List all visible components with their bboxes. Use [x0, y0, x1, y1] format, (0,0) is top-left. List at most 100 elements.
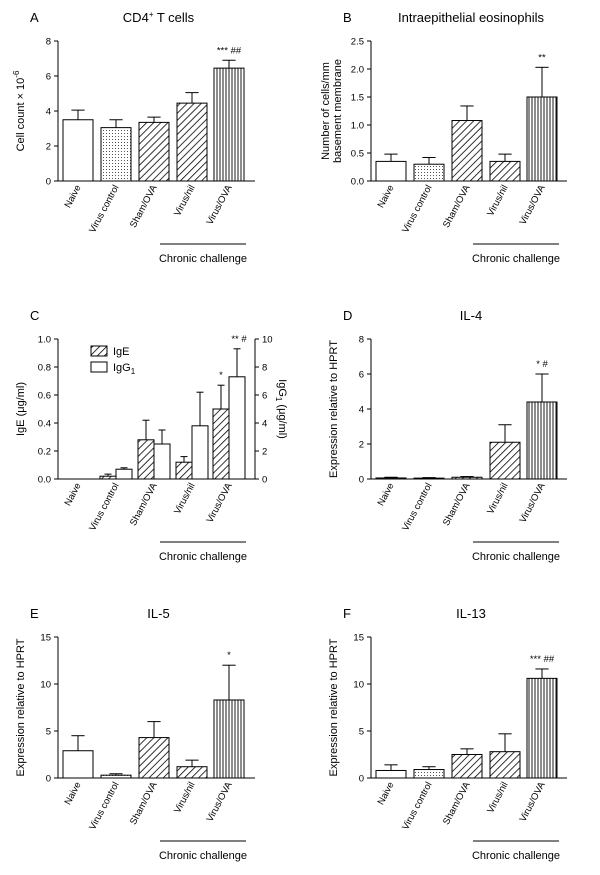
significance-marker: *** ##: [530, 654, 555, 665]
y-tick-label: 2: [359, 440, 364, 451]
y-axis-label-main: IgE (μg/ml): [15, 382, 27, 436]
bar-ige-virus-nil: [175, 461, 193, 480]
category-label: Sham/OVA: [128, 780, 160, 827]
y-tick-label: 8: [46, 37, 51, 48]
category-label: Sham/OVA: [441, 780, 473, 827]
category-label: Virus/OVA: [205, 481, 235, 525]
bar-sham-ova: [138, 737, 170, 779]
category-label: Virus/nil: [172, 183, 197, 218]
bar-igg-virus-control: [115, 468, 133, 480]
chart-title-main: CD4: [123, 10, 149, 25]
significance-marker: * #: [536, 359, 548, 370]
legend-label-sub: 1: [131, 367, 136, 376]
significance-marker: *: [219, 370, 223, 381]
bar-sham-ova: [451, 476, 483, 480]
chart-title: CD4+ T cells: [123, 10, 195, 25]
category-label: Naive: [63, 183, 84, 210]
bar-virus-control: [100, 127, 132, 182]
bar-virus-control: [413, 163, 445, 182]
bar-sham-ova: [138, 121, 170, 182]
category-label: Virus/OVA: [518, 780, 548, 824]
panel-letter: F: [343, 606, 351, 621]
y-tick-label: 0.2: [38, 447, 51, 458]
category-label: Naive: [63, 481, 84, 508]
category-label: Virus control: [400, 780, 434, 832]
bar-virus-ova: [213, 67, 245, 182]
y-right-tick-label: 0: [262, 475, 267, 486]
bar-virus-nil: [176, 102, 208, 182]
bar-naive: [375, 477, 407, 480]
chart-panel-a: A CD4+ T cells Cell count × 10-6 0 2 4 6 8 Naive…: [12, 10, 255, 265]
bar-ige-virus-control: [99, 475, 117, 480]
chart-title-main: IL-5: [147, 606, 169, 621]
y-axis-label-main: Cell count × 10: [15, 78, 27, 152]
y-tick-label: 0: [46, 774, 51, 785]
category-label: Virus/nil: [485, 481, 510, 516]
bar-virus-nil: [489, 751, 521, 779]
bar-virus-control: [413, 769, 445, 779]
y-tick-label: 4: [46, 107, 51, 118]
bar-virus-nil: [489, 160, 521, 182]
y-tick-label: 4: [359, 405, 364, 416]
y-tick-label: 10: [353, 680, 364, 691]
category-label: Virus/nil: [485, 183, 510, 218]
y-tick-label: 2.0: [351, 65, 364, 76]
bar-naive: [62, 119, 94, 182]
bar-naive: [62, 750, 94, 779]
y-tick-label: 2: [46, 142, 51, 153]
y-tick-label: 0.0: [38, 475, 51, 486]
y-tick-label: 1.0: [351, 121, 364, 132]
y-tick-label: 2.5: [351, 37, 364, 48]
y-axis-right-label: IgG1 (μg/ml): [274, 379, 288, 439]
bar-naive: [375, 160, 407, 182]
category-label: Virus control: [87, 183, 121, 235]
group-label: Chronic challenge: [472, 551, 560, 563]
chart-title-main: Intraepithelial eosinophils: [398, 10, 544, 25]
bar-igg-sham-ova: [153, 443, 171, 480]
y-axis-label-line: Number of cells/mm: [320, 62, 332, 160]
bar-virus-ova: [526, 96, 558, 182]
y-right-tick-label: 2: [262, 447, 267, 458]
bar-naive: [375, 769, 407, 779]
y-right-tick-label: 6: [262, 391, 267, 402]
panel-letter: C: [30, 308, 39, 323]
y-axis-label: Cell count × 10-6: [12, 70, 27, 151]
chart-title-main: IL-4: [460, 308, 482, 323]
bar-sham-ova: [451, 754, 483, 779]
category-label: Naive: [376, 183, 397, 210]
category-label: Virus/OVA: [205, 183, 235, 227]
category-label: Virus control: [87, 780, 121, 832]
bar-virus-ova: [526, 401, 558, 480]
y-axis-label: Expression relative to HPRT: [328, 340, 340, 478]
chart-panel-b: B Intraepithelial eosinophils Number of ce…: [320, 10, 567, 265]
group-label: Chronic challenge: [159, 850, 247, 862]
y-tick-label: 1.0: [38, 335, 51, 346]
y-tick-label: 0.8: [38, 363, 51, 374]
category-label: Virus/nil: [172, 780, 197, 815]
chart-title-main: IL-13: [456, 606, 486, 621]
y-axis-label-line: basement membrane: [332, 59, 344, 163]
y-tick-label: 15: [40, 633, 51, 644]
category-label: Virus control: [400, 481, 434, 533]
chart-title: IL-13: [456, 606, 486, 621]
y-axis-label: IgE (μg/ml): [15, 382, 27, 436]
bar-virus-nil: [489, 441, 521, 480]
panel-letter: E: [30, 606, 39, 621]
significance-marker: **: [538, 52, 546, 63]
y-tick-label: 6: [359, 370, 364, 381]
y-tick-label: 15: [353, 633, 364, 644]
y-tick-label: 0: [46, 177, 51, 188]
category-label: Virus/nil: [485, 780, 510, 815]
y-axis-label: Expression relative to HPRT: [328, 638, 340, 776]
category-label: Naive: [63, 780, 84, 807]
y-axis-right-label-main: IgG: [276, 379, 288, 397]
y-tick-label: 5: [46, 727, 51, 738]
chart-title-sup: +: [149, 10, 154, 19]
y-axis-label: Number of cells/mmbasement membrane: [320, 59, 344, 163]
y-axis-right-label-rest: (μg/ml): [276, 401, 288, 439]
y-tick-label: 5: [359, 727, 364, 738]
category-label: Naive: [376, 481, 397, 508]
chart-title: IL-4: [460, 308, 482, 323]
legend-label-main: IgE: [113, 346, 130, 358]
